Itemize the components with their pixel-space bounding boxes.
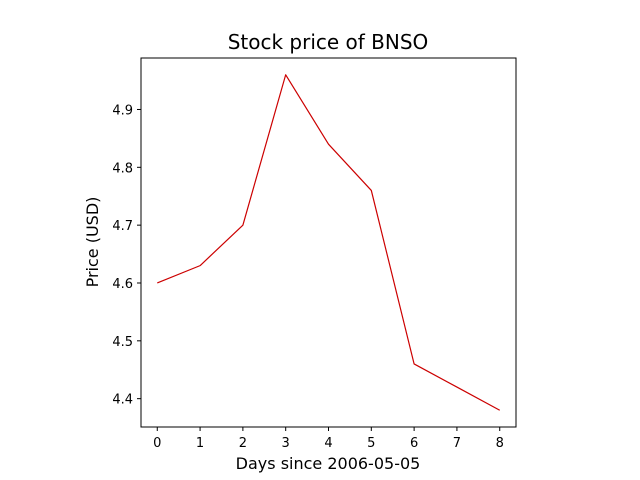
x-axis: 0 1 2 3 4 5 6 7 8 — [153, 427, 504, 451]
chart-title: Stock price of BNSO — [228, 30, 429, 54]
x-tick-label: 8 — [496, 436, 504, 451]
x-tick-label: 0 — [153, 436, 161, 451]
y-tick-label: 4.8 — [112, 161, 133, 176]
x-tick-label: 7 — [453, 436, 461, 451]
y-tick-label: 4.9 — [112, 103, 133, 118]
y-tick-label: 4.4 — [112, 393, 133, 408]
x-axis-label: Days since 2006-05-05 — [236, 454, 421, 473]
y-tick-label: 4.5 — [112, 335, 133, 350]
x-tick-label: 4 — [324, 436, 332, 451]
x-tick-label: 3 — [282, 436, 290, 451]
plot-frame — [140, 57, 517, 428]
x-tick-label: 5 — [367, 436, 375, 451]
y-tick-label: 4.7 — [112, 219, 133, 234]
x-tick-label: 6 — [410, 436, 418, 451]
y-axis: 4.4 4.5 4.6 4.7 4.8 4.9 — [112, 103, 141, 408]
x-tick-label: 2 — [239, 436, 247, 451]
y-tick-label: 4.6 — [112, 277, 133, 292]
series-layer — [157, 74, 501, 411]
x-tick-label: 1 — [196, 436, 204, 451]
y-axis-label: Price (USD) — [83, 197, 102, 288]
price-series-line — [157, 74, 501, 411]
